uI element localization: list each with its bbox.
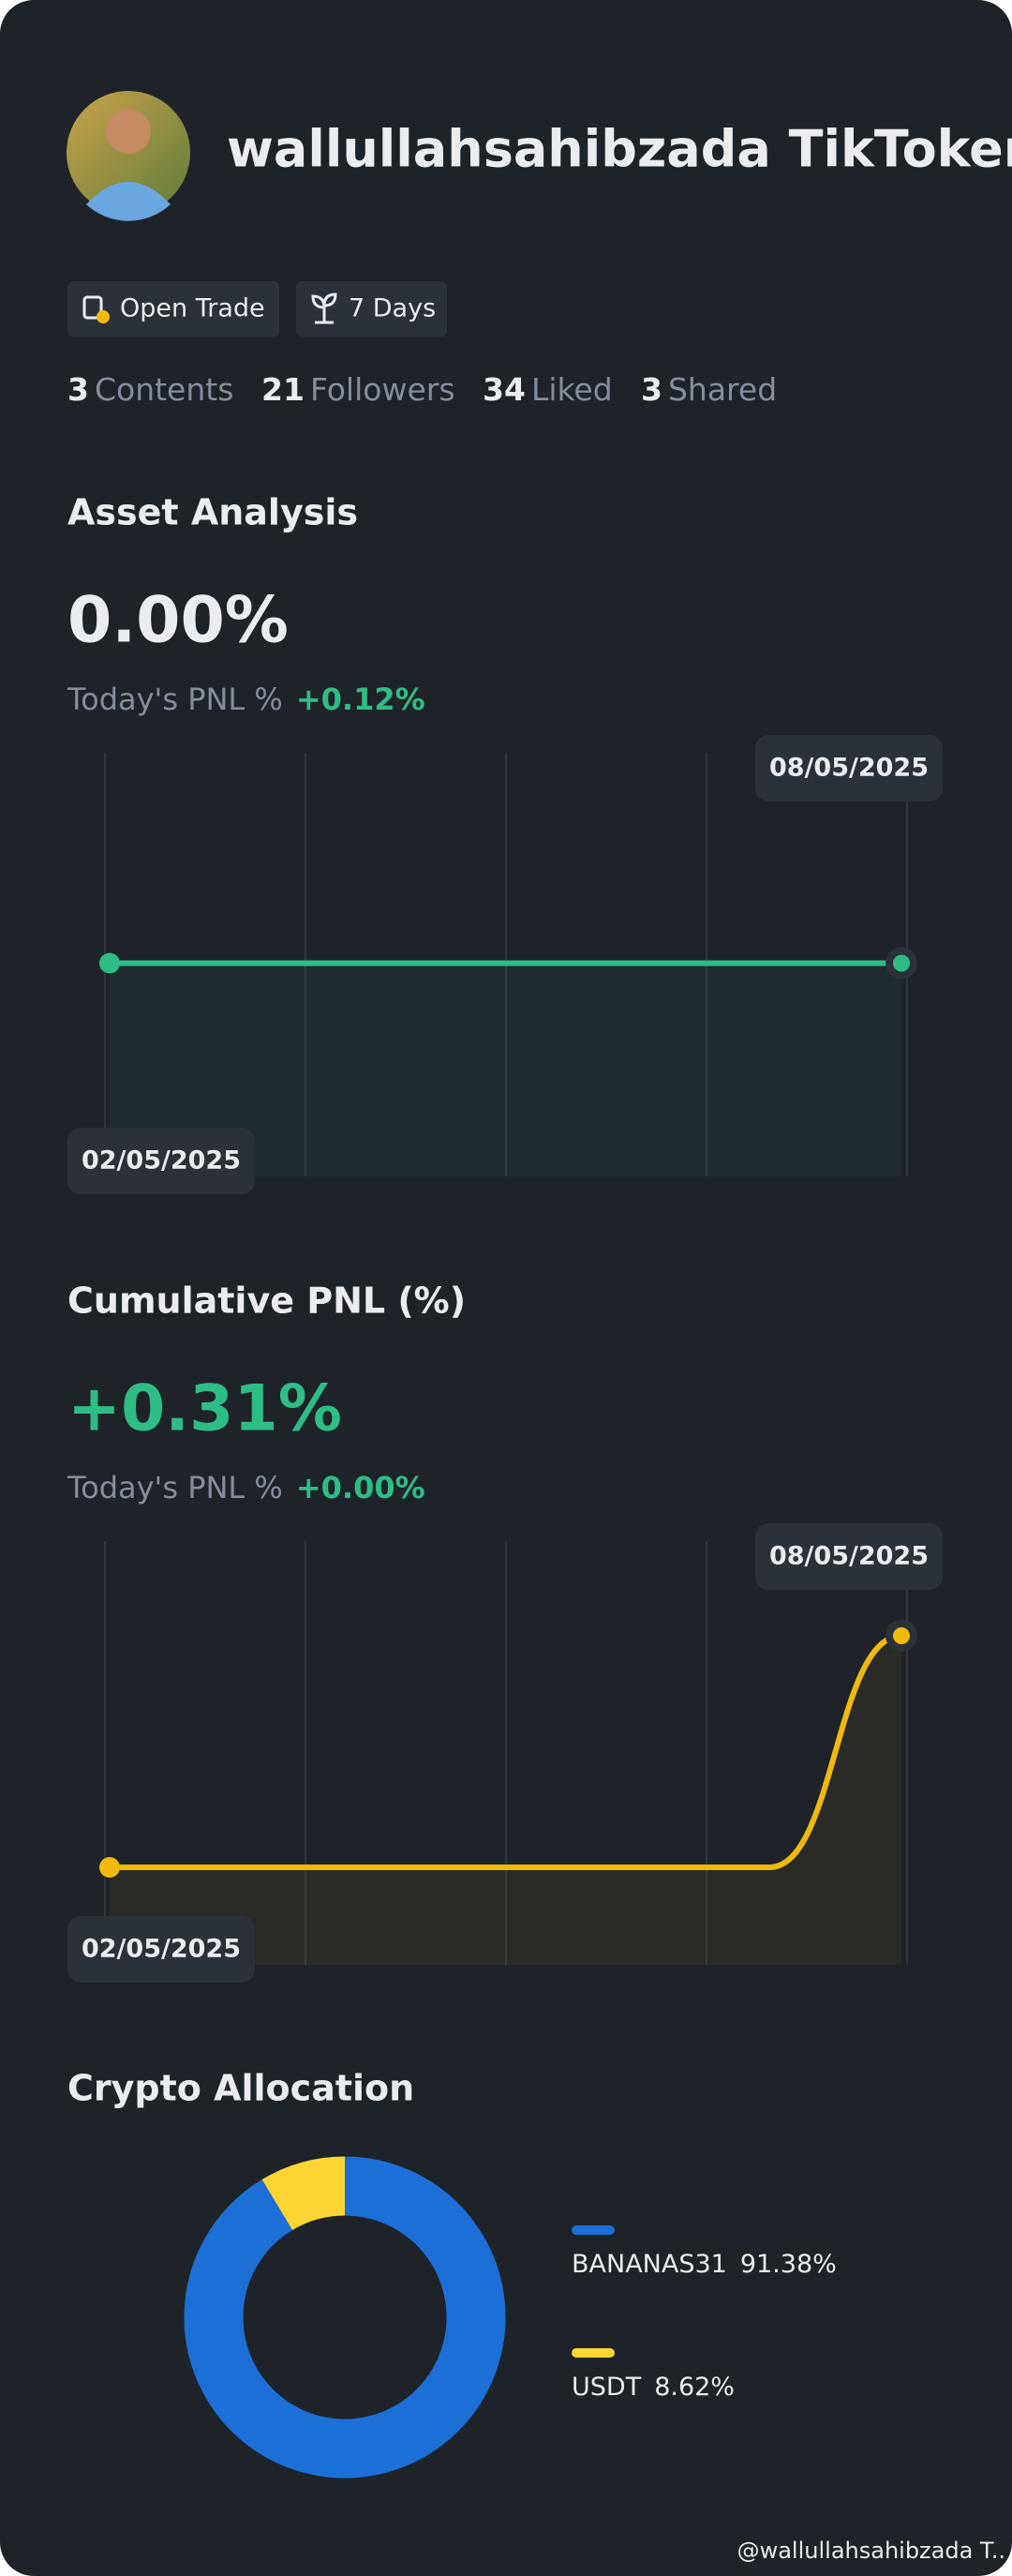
badge-label: Open Trade bbox=[120, 294, 265, 323]
today-value: +0.12% bbox=[296, 681, 425, 717]
headline-value: 0.00% bbox=[67, 584, 289, 658]
stat: 21 Followers bbox=[261, 371, 455, 408]
badge: Open Trade bbox=[67, 281, 279, 337]
line bbox=[110, 1633, 902, 1871]
date-label: 08/05/2025 bbox=[769, 1542, 929, 1571]
point bbox=[99, 952, 120, 974]
stat-label: Contents bbox=[95, 371, 233, 408]
legend-entry: USDT 8.62% bbox=[572, 2373, 735, 2402]
today-pnl: Today's PNL % +0.00% bbox=[67, 1470, 425, 1505]
stat-label: Followers bbox=[310, 371, 455, 408]
pie-slice bbox=[184, 2156, 506, 2479]
stat-value: 3 bbox=[641, 371, 662, 408]
headline-value: +0.31% bbox=[67, 1372, 342, 1446]
legend-swatch bbox=[572, 2225, 615, 2235]
stat-value: 34 bbox=[483, 371, 526, 408]
stat: 3 Shared bbox=[641, 371, 777, 408]
section-title: Crypto Allocation bbox=[67, 2068, 414, 2109]
legend-name: BANANAS31 bbox=[572, 2250, 727, 2279]
area bbox=[110, 1636, 901, 1965]
area bbox=[110, 963, 901, 1176]
legend-entry: BANANAS31 91.38% bbox=[572, 2250, 837, 2279]
stat-label: Liked bbox=[531, 371, 613, 408]
today-value: +0.00% bbox=[296, 1470, 425, 1505]
legend-swatch bbox=[572, 2348, 615, 2358]
legend-value: 91.38% bbox=[740, 2250, 837, 2279]
watermark: @wallullahsahibzada T.. bbox=[737, 2538, 1005, 2564]
stat: 34 Liked bbox=[483, 371, 613, 408]
pie-slice bbox=[261, 2156, 347, 2231]
stat-label: Shared bbox=[668, 371, 777, 408]
point bbox=[99, 1857, 120, 1878]
avatar bbox=[67, 91, 190, 221]
stat-value: 21 bbox=[261, 371, 305, 408]
point bbox=[893, 1627, 910, 1644]
point bbox=[893, 954, 910, 972]
date-box bbox=[67, 1128, 255, 1194]
today-label: Today's PNL % bbox=[67, 1470, 283, 1505]
stat: 3 Contents bbox=[67, 371, 233, 408]
date-box bbox=[67, 1916, 255, 1983]
today-pnl: Today's PNL % +0.12% bbox=[67, 681, 425, 717]
date-label: 08/05/2025 bbox=[769, 754, 929, 783]
stat-value: 3 bbox=[67, 371, 89, 408]
badge-label: 7 Days bbox=[349, 294, 436, 323]
date-box bbox=[755, 1523, 943, 1590]
legend-name: USDT bbox=[572, 2373, 642, 2402]
date-box bbox=[755, 735, 943, 801]
section-title: Asset Analysis bbox=[67, 492, 358, 533]
badge: 7 Days bbox=[296, 281, 447, 337]
legend-value: 8.62% bbox=[654, 2373, 735, 2402]
profile-name: wallullahsahibzada TikToker bbox=[227, 120, 1012, 179]
section-title: Cumulative PNL (%) bbox=[67, 1281, 466, 1322]
date-label: 02/05/2025 bbox=[82, 1935, 241, 1964]
date-label: 02/05/2025 bbox=[82, 1146, 241, 1176]
today-label: Today's PNL % bbox=[67, 681, 283, 717]
